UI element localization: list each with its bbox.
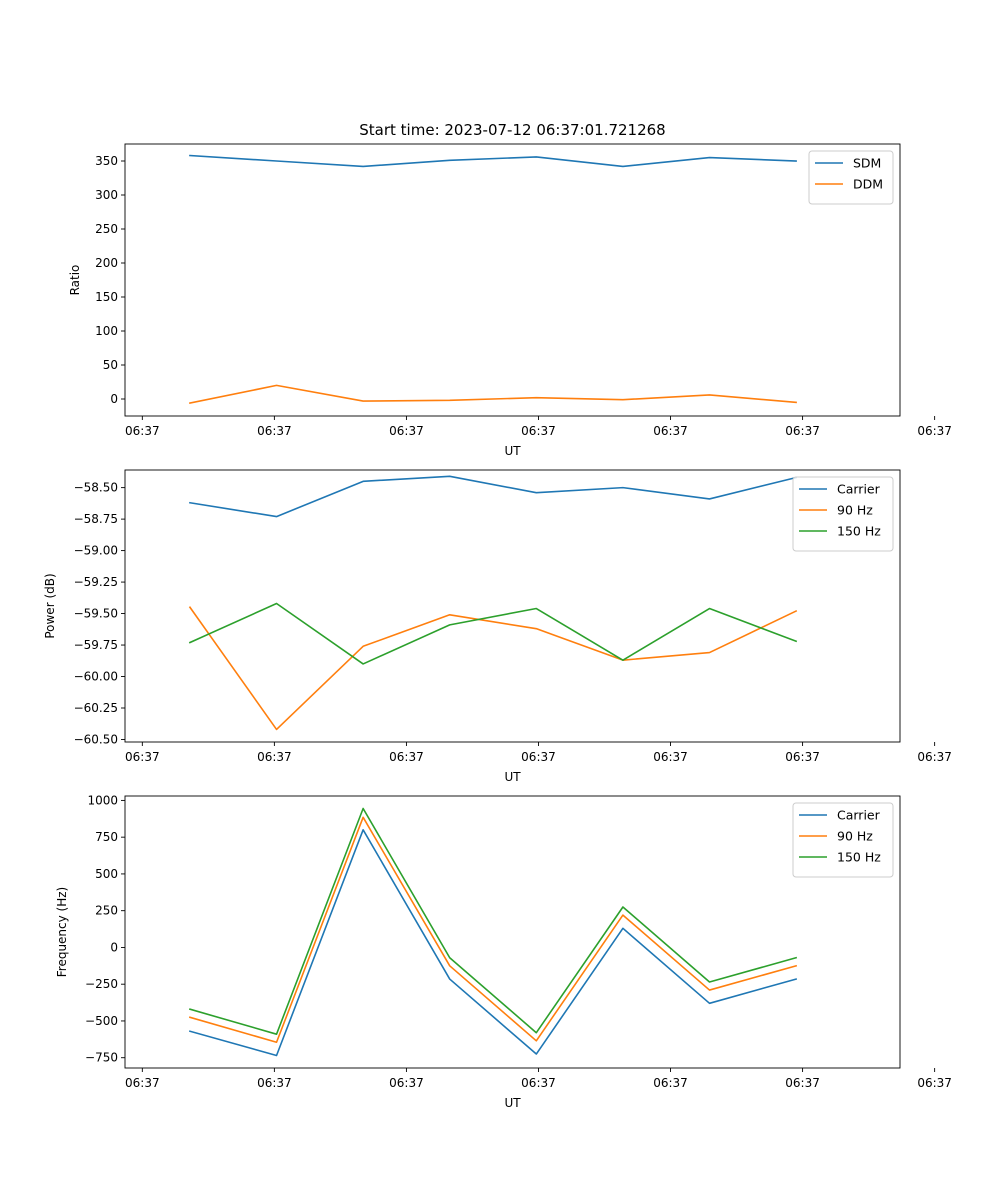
axes-frame <box>124 469 901 743</box>
chart-panel-1: 06:37 06:37 06:37 06:37 06:37 06:37 06:37 0 50 10… <box>68 121 952 458</box>
series-line-ddm <box>188 384 797 405</box>
y-tick-label: 200 <box>95 256 118 270</box>
y-tick-label: 250 <box>95 904 118 918</box>
x-tick-label: 06:37 <box>125 750 160 764</box>
y-tick-label: −500 <box>85 1014 118 1028</box>
legend: Carrier 90 Hz 150 Hz <box>792 476 894 552</box>
legend: SDM DDM <box>808 150 894 205</box>
x-tick-label: 06:37 <box>257 1076 292 1090</box>
legend-label: 90 Hz <box>837 503 873 518</box>
y-tick-label: 150 <box>95 290 118 304</box>
legend-label: 150 Hz <box>837 850 881 865</box>
legend-box <box>792 476 894 552</box>
y-tick-label: −58.50 <box>74 481 118 495</box>
x-axis-label: UT <box>504 444 521 458</box>
x-tick-label: 06:37 <box>785 1076 820 1090</box>
x-tick-label: 06:37 <box>785 424 820 438</box>
chart-panel-2: 06:37 06:37 06:37 06:37 06:37 06:37 06:37 −58.5… <box>43 469 952 784</box>
x-tick-label: 06:37 <box>917 750 952 764</box>
legend-label: Carrier <box>837 808 881 823</box>
x-tick-label: 06:37 <box>257 750 292 764</box>
y-tick-label: 750 <box>95 830 118 844</box>
chart-panel-3: 06:37 06:37 06:37 06:37 06:37 06:37 06:37 1000 7… <box>55 793 952 1110</box>
axes-frame <box>124 795 901 1069</box>
y-tick-label: −250 <box>85 977 118 991</box>
series-line-150-hz <box>188 602 798 665</box>
y-axis-label: Ratio <box>68 265 82 296</box>
series-line-sdm <box>189 154 797 168</box>
x-axis-label: UT <box>504 770 521 784</box>
legend: Carrier 90 Hz 150 Hz <box>792 802 894 878</box>
y-tick-label: 0 <box>110 392 118 406</box>
y-tick-label: 100 <box>95 324 118 338</box>
series-line-90-hz <box>188 606 798 731</box>
y-tick-label: 50 <box>103 358 118 372</box>
series-line-carrier <box>188 829 798 1057</box>
y-tick-label: −59.50 <box>74 607 118 621</box>
x-tick-label: 06:37 <box>917 424 952 438</box>
y-tick-label: −60.50 <box>74 732 118 746</box>
y-tick-label: −60.25 <box>74 701 118 715</box>
x-tick-label: 06:37 <box>389 750 424 764</box>
legend-label: 150 Hz <box>837 524 881 539</box>
x-tick-label: 06:37 <box>653 750 688 764</box>
y-tick-label: −59.25 <box>74 575 118 589</box>
y-tick-label: −59.75 <box>74 638 118 652</box>
y-tick-label: 1000 <box>87 793 118 807</box>
y-tick-label: −60.00 <box>74 670 118 684</box>
legend-label: DDM <box>853 177 883 192</box>
y-axis-label: Power (dB) <box>43 573 57 638</box>
y-tick-label: −58.75 <box>74 512 118 526</box>
series-line-150-hz <box>188 807 798 1035</box>
x-tick-label: 06:37 <box>785 750 820 764</box>
x-tick-label: 06:37 <box>257 424 292 438</box>
y-tick-label: −750 <box>85 1051 118 1065</box>
legend-box <box>808 150 894 205</box>
y-tick-label: 300 <box>95 188 118 202</box>
x-tick-label: 06:37 <box>521 750 556 764</box>
x-tick-label: 06:37 <box>521 424 556 438</box>
legend-label: Carrier <box>837 482 881 497</box>
x-tick-label: 06:37 <box>389 1076 424 1090</box>
x-tick-label: 06:37 <box>125 1076 160 1090</box>
y-tick-label: 350 <box>95 154 118 168</box>
x-tick-label: 06:37 <box>521 1076 556 1090</box>
x-tick-label: 06:37 <box>653 1076 688 1090</box>
y-axis-label: Frequency (Hz) <box>55 887 69 978</box>
x-tick-label: 06:37 <box>653 424 688 438</box>
y-tick-label: 250 <box>95 222 118 236</box>
axes-frame <box>124 143 901 417</box>
legend-label: 90 Hz <box>837 829 873 844</box>
series-line-carrier <box>189 475 798 518</box>
legend-label: SDM <box>853 156 881 171</box>
series-line-90-hz <box>188 816 798 1044</box>
y-tick-label: −59.00 <box>74 544 118 558</box>
x-tick-label: 06:37 <box>917 1076 952 1090</box>
y-tick-label: 500 <box>95 867 118 881</box>
chart-title: Start time: 2023-07-12 06:37:01.721268 <box>359 121 665 139</box>
legend-box <box>792 802 894 878</box>
x-axis-label: UT <box>504 1096 521 1110</box>
x-tick-label: 06:37 <box>389 424 424 438</box>
x-tick-label: 06:37 <box>125 424 160 438</box>
y-tick-label: 0 <box>110 940 118 954</box>
